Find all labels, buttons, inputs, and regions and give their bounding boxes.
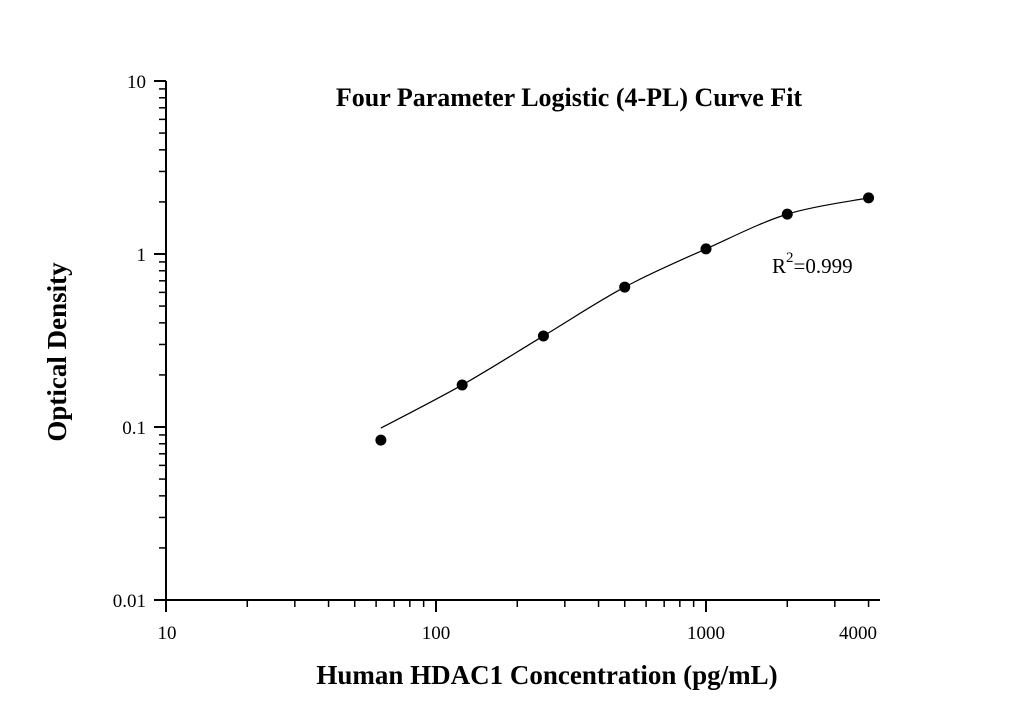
y-tick-label: 10 — [127, 72, 146, 93]
y-axis-label: Optical Density — [42, 262, 72, 442]
data-point — [619, 281, 631, 293]
x-axis — [160, 599, 880, 612]
data-point — [375, 434, 387, 446]
data-points — [375, 192, 875, 446]
y-axis — [154, 80, 167, 606]
x-tick-label: 1000 — [687, 623, 725, 644]
data-point — [781, 208, 793, 220]
chart-title: Four Parameter Logistic (4-PL) Curve Fit — [336, 83, 803, 112]
x-axis-minor-ticks — [246, 600, 870, 607]
data-point — [456, 379, 468, 391]
y-tick-label: 0.1 — [122, 418, 146, 439]
x-tick-label: 100 — [422, 623, 451, 644]
y-tick-label: 0.01 — [113, 591, 146, 612]
x-tick-label: 4000 — [839, 623, 877, 644]
x-axis-label: Human HDAC1 Concentration (pg/mL) — [316, 660, 777, 690]
fit-curve — [380, 197, 869, 429]
y-axis-minor-ticks — [159, 88, 166, 549]
y-tick-label: 1 — [137, 245, 147, 266]
x-tick-label: 10 — [158, 623, 177, 644]
data-point — [700, 243, 712, 255]
r-squared-annotation: R2=0.999 — [772, 250, 853, 278]
data-point — [537, 330, 549, 342]
data-point — [863, 192, 875, 204]
